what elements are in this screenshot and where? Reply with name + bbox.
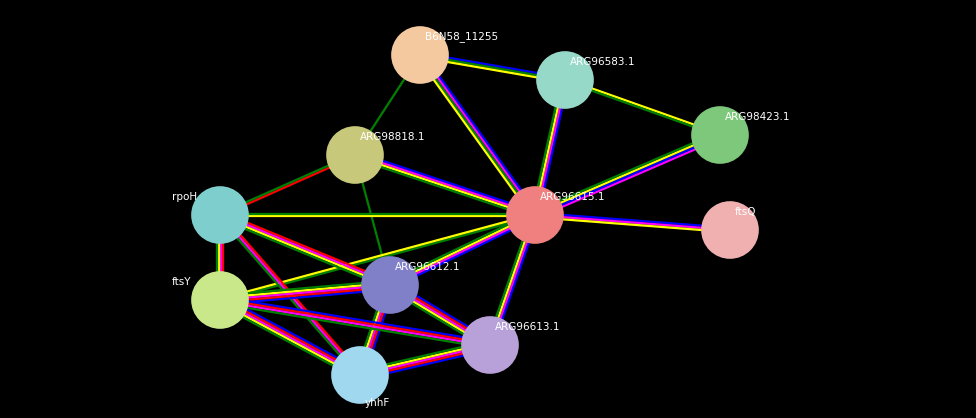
Circle shape: [692, 107, 748, 163]
Circle shape: [362, 257, 418, 313]
Circle shape: [332, 347, 388, 403]
Circle shape: [702, 202, 758, 258]
Text: yhhF: yhhF: [365, 398, 390, 408]
Circle shape: [192, 187, 248, 243]
Text: ARG98423.1: ARG98423.1: [725, 112, 791, 122]
Text: ftsY: ftsY: [172, 277, 191, 287]
Text: ARG96615.1: ARG96615.1: [540, 192, 605, 202]
Text: ARG96583.1: ARG96583.1: [570, 57, 635, 67]
Circle shape: [392, 27, 448, 83]
Circle shape: [462, 317, 518, 373]
Text: ftsQ: ftsQ: [735, 207, 756, 217]
Circle shape: [192, 272, 248, 328]
Text: ARG96613.1: ARG96613.1: [495, 322, 560, 332]
Circle shape: [537, 52, 593, 108]
Circle shape: [507, 187, 563, 243]
Text: B6N58_11255: B6N58_11255: [425, 31, 498, 43]
Text: ARG96612.1: ARG96612.1: [395, 262, 461, 272]
Text: ARG98818.1: ARG98818.1: [360, 132, 426, 142]
Text: rpoH: rpoH: [172, 192, 197, 202]
Circle shape: [327, 127, 383, 183]
